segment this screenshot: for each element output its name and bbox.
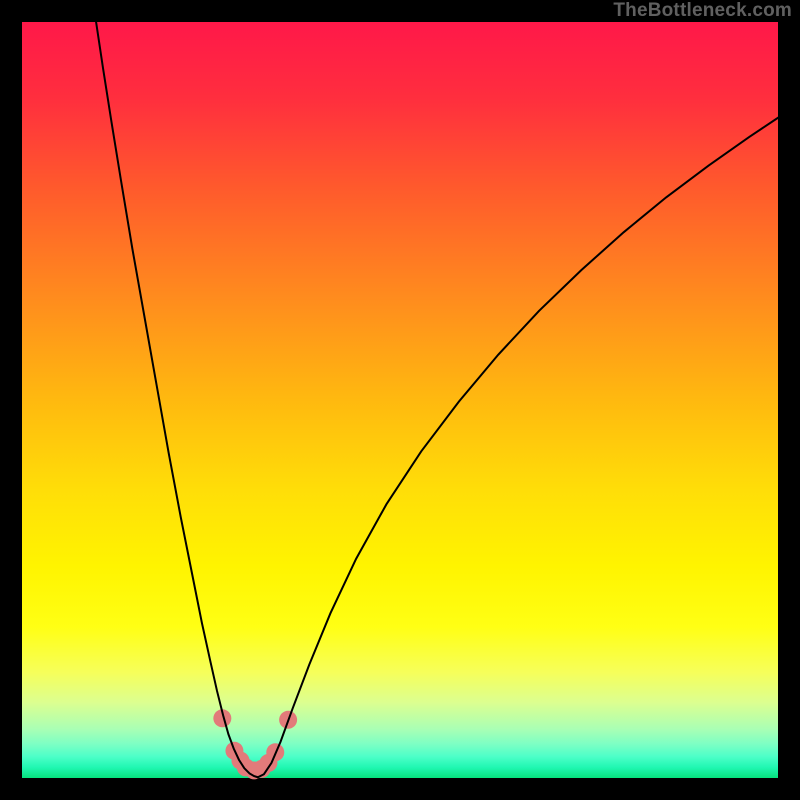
bottleneck-curve-left (96, 22, 258, 777)
chart-frame: TheBottleneck.com (0, 0, 800, 800)
bottleneck-curve-right (258, 116, 781, 778)
plot-area (22, 22, 778, 778)
attribution-watermark: TheBottleneck.com (613, 0, 792, 22)
data-markers (213, 709, 297, 779)
curve-layer (22, 22, 778, 778)
